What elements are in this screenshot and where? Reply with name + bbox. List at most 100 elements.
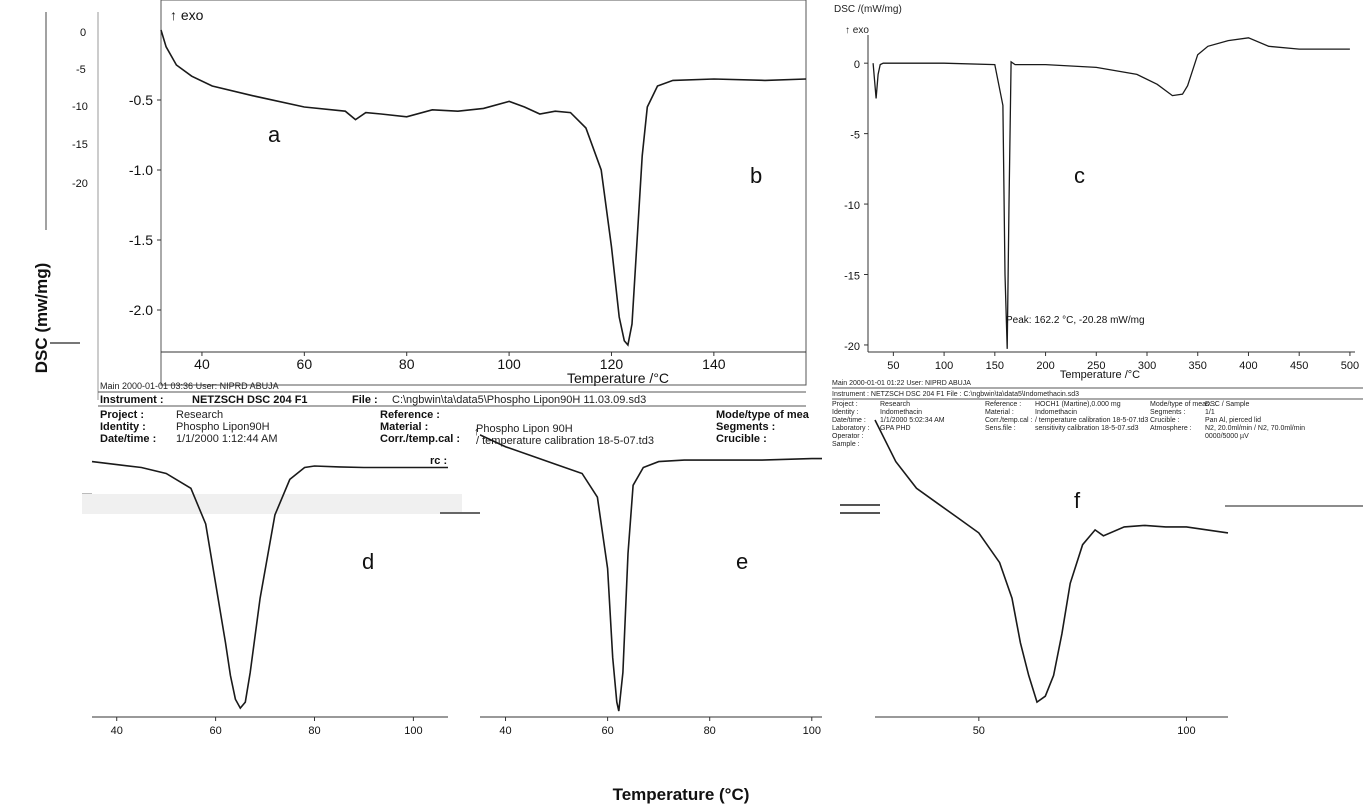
- left-strip: 0 -5 -10 -15 -20: [45, 12, 99, 513]
- left-strip-tick: 0: [80, 27, 86, 39]
- panel-e-x-tick-label: 80: [704, 725, 716, 737]
- panel-a-curve: [160, 29, 807, 347]
- meta-c-label: Corr./temp.cal :: [985, 417, 1033, 424]
- meta-a-datetime: 1/1/2000 1:12:44 AM: [176, 433, 278, 445]
- meta-c-value: sensitivity calibration 18-5-07.sd3: [1035, 425, 1139, 432]
- panel-a-x-axis-title: Temperature /°C: [567, 370, 669, 386]
- meta-c-instrument: Instrument : NETZSCH DSC 204 F1 File : C…: [832, 391, 1079, 398]
- meta-c-value: HOCH1 (Martine),0.000 mg: [1035, 401, 1121, 408]
- panel-a-x-tick-label: 60: [297, 356, 313, 372]
- meta-c-label: Sample :: [832, 441, 860, 448]
- meta-c-value: Pan Al, pierced lid: [1205, 417, 1261, 424]
- meta-a-corr-label: Corr./temp.cal :: [380, 433, 460, 445]
- panel-f-letter: f: [1074, 488, 1081, 513]
- panel-f: 50 100 f: [874, 419, 1229, 737]
- panel-d-letter: d: [362, 549, 374, 574]
- meta-a-file-label: File :: [352, 394, 378, 406]
- meta-c-label: Atmosphere :: [1150, 425, 1192, 432]
- panel-f-x-tick-label: 100: [1177, 725, 1195, 737]
- panel-e-x-tick-label: 40: [499, 725, 511, 737]
- meta-a-project-label: Project :: [100, 409, 144, 421]
- meta-c-label: Material :: [985, 409, 1014, 416]
- meta-a-datetime-label: Date/time :: [100, 433, 156, 445]
- meta-c-value: 1/1: [1205, 409, 1215, 416]
- panel-c-x-tick-label: 50: [887, 360, 899, 372]
- panel-f-curve: [874, 419, 1229, 704]
- panel-c-x-tick-label: 400: [1239, 360, 1257, 372]
- meta-c-label: Identity :: [832, 409, 859, 416]
- panel-c-y-tick-label: -5: [850, 130, 860, 142]
- meta-c-label: Project :: [832, 401, 858, 408]
- panel-a-x-tick-label: 140: [702, 356, 726, 372]
- meta-a-mode-label: Mode/type of mea: [716, 409, 810, 421]
- meta-c-value: N2, 20.0ml/min / N2, 70.0ml/min: [1205, 425, 1305, 432]
- meta-c-label: Date/time :: [832, 417, 866, 424]
- meta-a-crucible-label: Crucible :: [716, 433, 767, 445]
- meta-a-instrument: NETZSCH DSC 204 F1: [192, 394, 308, 406]
- meta-a-fragment: rc :: [430, 455, 447, 467]
- meta-c-label: Laboratory :: [832, 425, 869, 432]
- meta-a-instrument-label: Instrument :: [100, 394, 164, 406]
- meta-c-label: Sens.file :: [985, 425, 1016, 432]
- left-strip-tick: -15: [72, 139, 88, 151]
- meta-c-label: Reference :: [985, 401, 1021, 408]
- meta-c-value: Indomethacin: [880, 409, 922, 416]
- panel-a-y-tick-label: -0.5: [129, 92, 153, 108]
- meta-c-label: Mode/type of meas. :: [1150, 401, 1215, 408]
- meta-a-reference-label: Reference :: [380, 409, 440, 421]
- meta-a-identity: Phospho Lipon90H: [176, 421, 270, 433]
- panel-d-x-tick-label: 60: [209, 725, 221, 737]
- panel-a-y-tick-label: -2.0: [129, 302, 153, 318]
- panel-d-x-tick-label: 100: [404, 725, 422, 737]
- panel-c-letter: c: [1074, 163, 1085, 188]
- panel-e-x-tick-label: 60: [601, 725, 613, 737]
- panel-d-curve: [91, 460, 448, 710]
- panel-a: ↑ exo -0.5 -1.0 -1.5 -2.0 40 60 80 100 120 140 T…: [98, 0, 810, 467]
- meta-c-label: Segments :: [1150, 409, 1185, 416]
- panel-e-curve: [479, 434, 822, 712]
- panel-c-y-tick-label: -15: [844, 271, 860, 283]
- panel-a-x-tick-label: 120: [600, 356, 624, 372]
- panel-c-x-tick-label: 450: [1290, 360, 1308, 372]
- panel-c-x-tick-label: 100: [935, 360, 953, 372]
- meta-c-label: Crucible :: [1150, 417, 1180, 424]
- panel-e-x-tick-label: 100: [803, 725, 821, 737]
- panel-c-x-axis-title: Temperature /°C: [1060, 369, 1140, 381]
- panel-d-x-tick-label: 80: [308, 725, 320, 737]
- panel-a-y-tick-label: -1.0: [129, 162, 153, 178]
- left-strip-tick: -10: [72, 101, 88, 113]
- panel-c-curve: [872, 37, 1350, 349]
- panel-a-letter: a: [268, 122, 281, 147]
- panel-c-x-tick-label: 500: [1341, 360, 1359, 372]
- panel-c-x-tick-label: 150: [986, 360, 1004, 372]
- separator-lines: [82, 494, 1363, 514]
- global-x-label: Temperature (°C): [613, 785, 750, 804]
- meta-c-value: GPA PHD: [880, 425, 911, 432]
- panel-c-x-tick-label: 300: [1138, 360, 1156, 372]
- meta-a-line1: Main 2000-01-01 03:36 User: NIPRD ABUJA: [100, 381, 279, 391]
- panel-c-x-tick-label: 350: [1189, 360, 1207, 372]
- meta-a-file: C:\ngbwin\ta\data5\Phospho Lipon90H 11.0…: [392, 394, 646, 406]
- panel-a-x-tick-label: 100: [497, 356, 521, 372]
- meta-c-value: 1/1/2000 5:02:34 AM: [880, 417, 945, 424]
- panel-e: 40 60 80 100 ↑ e: [474, 426, 822, 737]
- meta-a-material: Phospho Lipon 90H: [476, 423, 573, 435]
- left-strip-tick: -5: [76, 64, 86, 76]
- meta-c-value: / temperature calibration 18-5-07.td3: [1035, 417, 1148, 424]
- panel-c-y-tick-label: -10: [844, 200, 860, 212]
- panel-e-small-arrow: ↑: [474, 426, 480, 438]
- panel-a-exo-label: ↑ exo: [170, 7, 204, 23]
- panel-a-frame: [160, 0, 807, 386]
- meta-a-segments-label: Segments :: [716, 421, 775, 433]
- meta-c-line1: Main 2000-01-01 01:22 User: NIPRD ABUJA: [832, 380, 971, 387]
- panel-c-peak-annotation: Peak: 162.2 °C, -20.28 mW/mg: [1006, 315, 1145, 326]
- panel-c-metadata: Main 2000-01-01 01:22 User: NIPRD ABUJA …: [832, 380, 1363, 448]
- panel-c-y-tick-label: 0: [854, 59, 860, 71]
- meta-a-material-label: Material :: [380, 421, 428, 433]
- panel-c-x-tick-label: 200: [1036, 360, 1054, 372]
- panel-b-letter: b: [750, 163, 762, 188]
- meta-c-value: Research: [880, 401, 910, 408]
- panel-c: DSC /(mW/mg) ↑ exo 0 -5 -10 -15 -20 50 100 150…: [832, 4, 1363, 448]
- panel-a-x-tick-label: 40: [194, 356, 210, 372]
